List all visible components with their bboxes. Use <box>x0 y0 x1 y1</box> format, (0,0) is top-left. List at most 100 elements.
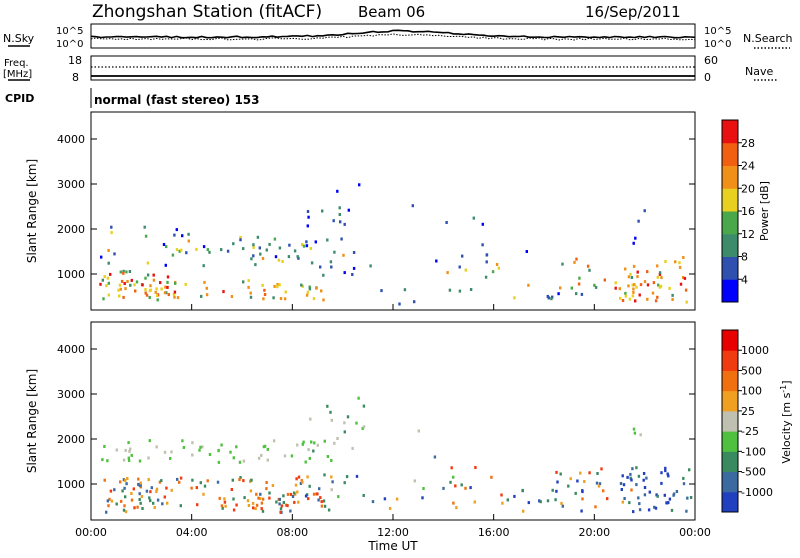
velocity-cell <box>220 504 224 508</box>
power-cell <box>152 273 155 277</box>
velocity-heatmap-panel: 1000 2000 3000 4000 00:00 04:00 08:00 12:00 16:0… <box>25 321 793 553</box>
power-cell <box>330 265 333 269</box>
velocity-cell <box>101 458 104 462</box>
power-ytick-label: 2000 <box>57 223 85 236</box>
velocity-cell <box>362 494 365 497</box>
power-cell <box>146 273 150 277</box>
power-cell <box>685 300 688 304</box>
power-cell <box>343 271 346 275</box>
velocity-cell <box>283 454 287 458</box>
velocity-cell <box>551 488 554 492</box>
power-cell <box>631 294 635 298</box>
power-cell <box>635 285 638 289</box>
power-cell <box>306 224 309 228</box>
velocity-cell <box>150 486 153 490</box>
velocity-colorbar-segment <box>722 491 738 513</box>
power-cell <box>276 283 279 286</box>
power-cell <box>481 243 484 247</box>
power-cell <box>173 233 176 237</box>
freq-unit-label: [MHz] <box>3 69 32 80</box>
power-cell <box>322 273 325 277</box>
velocity-cell <box>232 497 235 501</box>
velocity-cell <box>309 417 312 421</box>
velocity-cell <box>323 473 326 477</box>
velocity-cell <box>663 493 666 497</box>
velocity-cell <box>191 453 194 457</box>
velocity-cell <box>291 495 295 498</box>
velocity-cell <box>127 441 130 445</box>
power-cell <box>671 293 674 297</box>
power-colorbar-tick-label: 24 <box>741 160 755 173</box>
velocity-cell <box>145 489 149 493</box>
velocity-cell <box>642 472 646 475</box>
velocity-colorbar-tick-label: 100 <box>741 385 762 398</box>
velocity-cell <box>490 475 493 479</box>
velocity-cell <box>506 498 509 502</box>
power-cell <box>413 300 416 304</box>
power-cell <box>141 283 144 287</box>
velocity-cell <box>594 505 597 509</box>
power-cell <box>646 297 649 301</box>
power-cell <box>152 278 156 282</box>
power-cell <box>99 282 102 286</box>
velocity-cell <box>124 448 127 452</box>
velocity-cell <box>129 447 132 451</box>
power-cell <box>306 290 310 294</box>
power-cell <box>205 293 209 297</box>
power-cell <box>163 291 167 295</box>
power-cell <box>181 234 184 238</box>
power-cell <box>208 250 211 254</box>
velocity-cell <box>254 507 257 511</box>
velocity-cell <box>125 482 128 486</box>
velocity-cell <box>660 471 663 475</box>
velocity-cell <box>140 495 144 498</box>
velocity-cell <box>139 481 142 485</box>
power-heatmap-panel: 1000 2000 3000 4000 Slant Range [km] 4 8 12 16… <box>25 111 771 311</box>
power-cell <box>656 295 659 299</box>
power-cell <box>288 243 291 247</box>
velocity-cell <box>176 477 179 481</box>
search-noise-trace <box>90 33 696 41</box>
velocity-cell <box>395 497 399 501</box>
power-cell <box>278 246 282 250</box>
velocity-cell <box>647 508 651 512</box>
velocity-cell <box>122 478 126 482</box>
power-cell <box>202 245 206 249</box>
power-cell <box>551 295 554 299</box>
sky-noise-panel: N.Sky 10^5 10^0 10^5 10^0 N.Search <box>3 23 793 50</box>
velocity-cell <box>312 492 316 496</box>
power-cell <box>342 253 345 257</box>
velocity-ytick-label: 4000 <box>57 343 85 356</box>
power-cell <box>100 255 103 259</box>
power-cell <box>300 283 303 287</box>
sky-left-label: N.Sky <box>3 32 35 45</box>
velocity-cell <box>667 474 670 478</box>
power-cell <box>249 295 253 299</box>
beam-label: Beam 06 <box>358 3 425 21</box>
power-cell <box>310 261 314 265</box>
velocity-cell <box>138 498 141 501</box>
power-cell <box>658 272 662 276</box>
power-cell <box>239 238 242 242</box>
velocity-cell <box>262 445 266 449</box>
velocity-cell <box>275 500 278 504</box>
velocity-cell <box>230 488 233 491</box>
velocity-colorbar-frame <box>721 329 739 513</box>
velocity-colorbar-segment <box>722 451 738 473</box>
power-cell <box>200 294 203 298</box>
power-cell <box>156 294 159 297</box>
power-cell <box>664 260 667 263</box>
velocity-cell <box>312 449 315 453</box>
power-cell <box>258 246 261 250</box>
velocity-cell <box>630 488 633 492</box>
power-cell <box>252 243 255 247</box>
velocity-colorbar-tick-label: -1000 <box>741 486 773 499</box>
velocity-cell <box>148 439 151 443</box>
velocity-cell <box>665 501 668 505</box>
velocity-cell <box>450 466 453 470</box>
velocity-colorbar-segment <box>722 410 738 432</box>
power-cell <box>155 287 158 291</box>
velocity-cell <box>217 448 220 452</box>
velocity-cell <box>362 404 366 408</box>
power-cell <box>239 235 242 239</box>
